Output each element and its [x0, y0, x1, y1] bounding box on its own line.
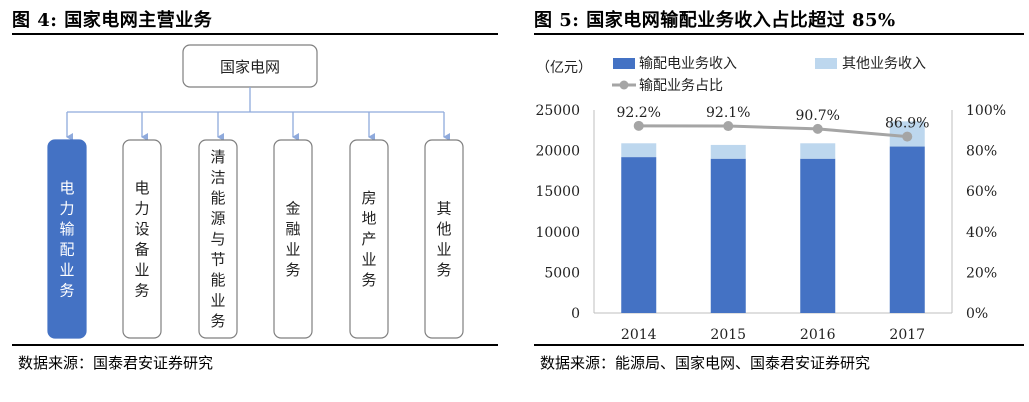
- legend-label-series-2: 其他业务收入: [842, 56, 926, 72]
- business-node-label-char: 力: [59, 199, 74, 217]
- bar-segment-transmission: [889, 146, 925, 313]
- business-node-label-char: 业: [361, 251, 376, 269]
- legend-label-series-1: 输配电业务收入: [639, 56, 737, 72]
- title-rule: [534, 33, 1024, 35]
- figure-5-title: 图 5: 国家电网输配业务收入占比超过 85%: [534, 10, 896, 31]
- share-point: [902, 131, 913, 142]
- figure-5-source: 数据来源：能源局、国家电网、国泰君安证券研究: [540, 354, 871, 372]
- share-point: [723, 121, 734, 132]
- legend-swatch-marker: [619, 80, 629, 90]
- bar-segment-other: [710, 144, 746, 159]
- business-node-label-char: 洁: [210, 169, 225, 187]
- bar-segment-other: [800, 143, 836, 159]
- business-node-label-char: 节: [210, 251, 225, 269]
- x-tick-label: 2014: [621, 327, 657, 340]
- business-node-label-char: 务: [436, 261, 451, 279]
- x-tick-label: 2017: [889, 327, 925, 340]
- y2-tick-label: 80%: [966, 144, 997, 160]
- business-node-label-char: 业: [134, 261, 149, 279]
- business-node-box: [424, 139, 464, 339]
- business-node-label-char: 融: [285, 220, 300, 238]
- y2-tick-label: 0%: [966, 306, 988, 322]
- legend-swatch-series-2: [815, 58, 837, 69]
- share-data-label: 86.9%: [885, 116, 929, 132]
- business-node-label-char: 清: [210, 148, 225, 166]
- bar-segment-transmission: [800, 158, 836, 313]
- business-node-label-char: 业: [210, 292, 225, 310]
- figure-5-panel: 图 5: 国家电网输配业务收入占比超过 85% 输配电业务收入 其他业务收入输配业…: [522, 0, 1029, 402]
- source-rule: [12, 344, 498, 346]
- share-point: [633, 120, 644, 131]
- business-node-label-char: 能: [210, 189, 225, 207]
- business-node-box: [198, 139, 238, 339]
- y2-tick-label: 100%: [966, 103, 1006, 119]
- business-node-label-char: 配: [59, 240, 74, 258]
- business-node-label-char: 业: [285, 240, 300, 258]
- business-node-label-char: 务: [134, 281, 149, 299]
- business-node-label-char: 电: [134, 179, 149, 197]
- figure-4-panel: 图 4: 国家电网主营业务 国家电网电力输配业务电力设备业务清洁能源与节能业务金…: [0, 0, 500, 402]
- business-node-label-char: 务: [285, 261, 300, 279]
- business-node-label-char: 电: [59, 179, 74, 197]
- legend-label-line: 输配业务占比: [639, 78, 723, 94]
- business-node-label-char: 产: [361, 230, 376, 248]
- business-node-box: [273, 139, 313, 339]
- share-data-label: 90.7%: [796, 108, 840, 124]
- business-node-label-char: 备: [134, 240, 149, 258]
- business-node-label-char: 与: [210, 230, 225, 248]
- business-node-box: [122, 139, 162, 339]
- business-node-label-char: 能: [210, 271, 225, 289]
- y-tick-label: 0: [571, 306, 580, 322]
- business-node-label-char: 金: [285, 199, 300, 217]
- y-tick-label: 25000: [535, 103, 580, 119]
- y-tick-label: 15000: [535, 184, 580, 200]
- business-node-label-char: 设: [134, 220, 149, 238]
- business-node-label-char: 输: [59, 220, 74, 238]
- business-node-label-char: 业: [59, 261, 74, 279]
- figure-4-title: 图 4: 国家电网主营业务: [12, 10, 213, 31]
- business-node-label-char: 务: [210, 312, 225, 330]
- share-line: [638, 124, 908, 139]
- business-node-label-char: 房: [361, 189, 376, 207]
- business-node-label-char: 务: [59, 281, 74, 299]
- legend-swatch-series-1: [613, 58, 635, 69]
- business-node-label-char: 其: [436, 199, 451, 217]
- business-node-label-char: 务: [361, 271, 376, 289]
- y2-tick-label: 60%: [966, 184, 997, 200]
- y-axis-unit-label: （亿元）: [536, 60, 592, 76]
- x-tick-label: 2015: [710, 327, 746, 340]
- share-data-label: 92.1%: [706, 105, 750, 121]
- bar-segment-transmission: [710, 158, 746, 313]
- business-node-label-char: 力: [134, 199, 149, 217]
- figure-4-source: 数据来源：国泰君安证券研究: [18, 354, 214, 372]
- source-rule: [534, 344, 1024, 346]
- share-point: [812, 123, 823, 134]
- x-tick-label: 2016: [800, 327, 836, 340]
- business-node-label-char: 他: [436, 220, 451, 238]
- bar-segment-other: [621, 143, 657, 158]
- business-node-box: [349, 139, 389, 339]
- business-node-box: [47, 139, 87, 339]
- y2-tick-label: 20%: [966, 265, 997, 281]
- y2-tick-label: 40%: [966, 225, 997, 241]
- business-node-label-char: 地: [361, 210, 376, 228]
- business-node-label-char: 源: [210, 210, 225, 228]
- y-tick-label: 5000: [544, 265, 580, 281]
- bar-segment-transmission: [621, 157, 657, 313]
- title-rule: [12, 33, 498, 35]
- y-tick-label: 20000: [535, 144, 580, 160]
- business-node-label-char: 业: [436, 240, 451, 258]
- share-data-label: 92.2%: [617, 105, 661, 121]
- root-node-label: 国家电网: [220, 58, 280, 76]
- y-tick-label: 10000: [535, 225, 580, 241]
